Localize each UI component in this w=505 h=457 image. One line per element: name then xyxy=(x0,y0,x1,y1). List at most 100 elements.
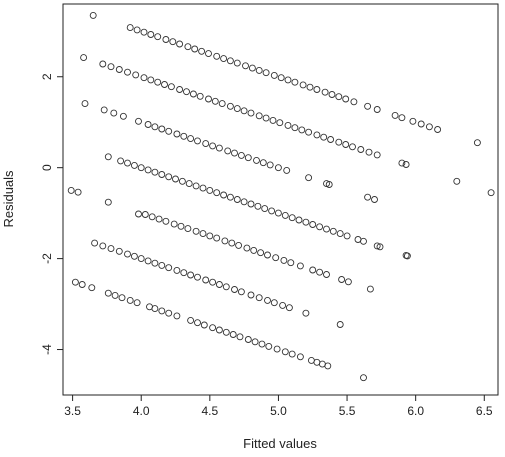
data-point xyxy=(71,278,79,286)
data-point xyxy=(265,342,273,350)
data-point xyxy=(299,81,307,89)
data-point xyxy=(228,239,236,247)
data-point xyxy=(165,173,173,181)
data-point xyxy=(272,254,280,262)
x-tick-label: 4.0 xyxy=(133,404,150,418)
data-point xyxy=(220,55,228,63)
data-point xyxy=(274,164,282,172)
data-point xyxy=(302,309,310,317)
data-point xyxy=(335,93,343,101)
data-point xyxy=(320,133,328,141)
data-point xyxy=(213,234,221,242)
data-point xyxy=(262,69,270,77)
data-point xyxy=(288,214,296,222)
data-point xyxy=(316,223,324,231)
data-point xyxy=(281,211,289,219)
data-point xyxy=(158,307,166,315)
data-point xyxy=(342,141,350,148)
data-point xyxy=(236,333,244,341)
data-point xyxy=(78,281,86,288)
data-point xyxy=(473,139,481,147)
data-point xyxy=(309,221,317,228)
data-point xyxy=(273,345,281,353)
data-point xyxy=(250,246,258,254)
data-point xyxy=(107,63,115,71)
data-point xyxy=(184,43,192,51)
data-point xyxy=(141,211,149,218)
data-point xyxy=(296,262,304,270)
data-point xyxy=(202,276,210,284)
data-point xyxy=(151,123,159,131)
x-axis-title: Fitted values xyxy=(243,436,317,451)
data-point xyxy=(349,143,356,151)
data-point xyxy=(189,90,197,98)
data-point xyxy=(115,66,123,73)
data-point xyxy=(218,100,226,108)
data-point xyxy=(364,193,372,201)
data-point xyxy=(176,40,184,48)
data-point xyxy=(165,309,173,317)
data-point xyxy=(119,112,127,120)
data-point xyxy=(124,250,131,258)
data-point xyxy=(183,88,190,96)
data-point xyxy=(280,256,288,264)
data-point xyxy=(306,83,314,91)
data-point xyxy=(274,209,282,217)
data-point xyxy=(261,205,269,213)
data-point xyxy=(144,257,152,265)
data-point xyxy=(323,225,330,233)
data-point xyxy=(287,259,295,267)
data-point xyxy=(162,217,170,225)
data-point xyxy=(100,106,108,114)
data-point xyxy=(104,153,112,161)
data-point xyxy=(226,102,234,110)
data-point xyxy=(221,237,229,245)
x-tick-label: 5.5 xyxy=(339,404,356,418)
data-point xyxy=(147,76,155,84)
data-point xyxy=(376,243,384,251)
data-point xyxy=(91,239,99,247)
data-point xyxy=(255,112,263,120)
data-point xyxy=(257,249,265,257)
data-point xyxy=(342,95,350,103)
data-point xyxy=(233,196,241,203)
data-point xyxy=(417,120,425,128)
data-point xyxy=(215,281,223,288)
data-point xyxy=(295,216,303,224)
data-point xyxy=(170,220,178,228)
data-point xyxy=(124,159,131,167)
data-point xyxy=(296,353,304,361)
data-point xyxy=(144,166,152,174)
data-points xyxy=(67,11,495,382)
data-point xyxy=(202,140,210,148)
data-point xyxy=(284,76,292,84)
data-point xyxy=(199,230,207,238)
data-point xyxy=(328,91,336,98)
data-point xyxy=(151,305,159,313)
data-point xyxy=(243,244,251,252)
data-point xyxy=(135,210,142,218)
data-point xyxy=(187,271,195,279)
data-point xyxy=(240,107,248,115)
data-point xyxy=(205,95,212,103)
data-point xyxy=(244,154,252,162)
data-point xyxy=(313,131,321,139)
data-point xyxy=(366,285,374,293)
data-point xyxy=(242,62,249,70)
data-point xyxy=(176,86,184,93)
data-point xyxy=(199,184,207,192)
data-point xyxy=(247,109,255,117)
data-point xyxy=(329,227,337,235)
data-point xyxy=(338,276,346,283)
data-point xyxy=(135,117,142,125)
data-point xyxy=(325,181,333,188)
data-point xyxy=(231,149,238,157)
data-point xyxy=(80,54,88,62)
data-point xyxy=(254,202,262,210)
data-point xyxy=(118,294,126,302)
data-point xyxy=(211,97,219,105)
data-point xyxy=(360,374,367,382)
data-point xyxy=(285,304,293,312)
data-point xyxy=(222,328,230,336)
